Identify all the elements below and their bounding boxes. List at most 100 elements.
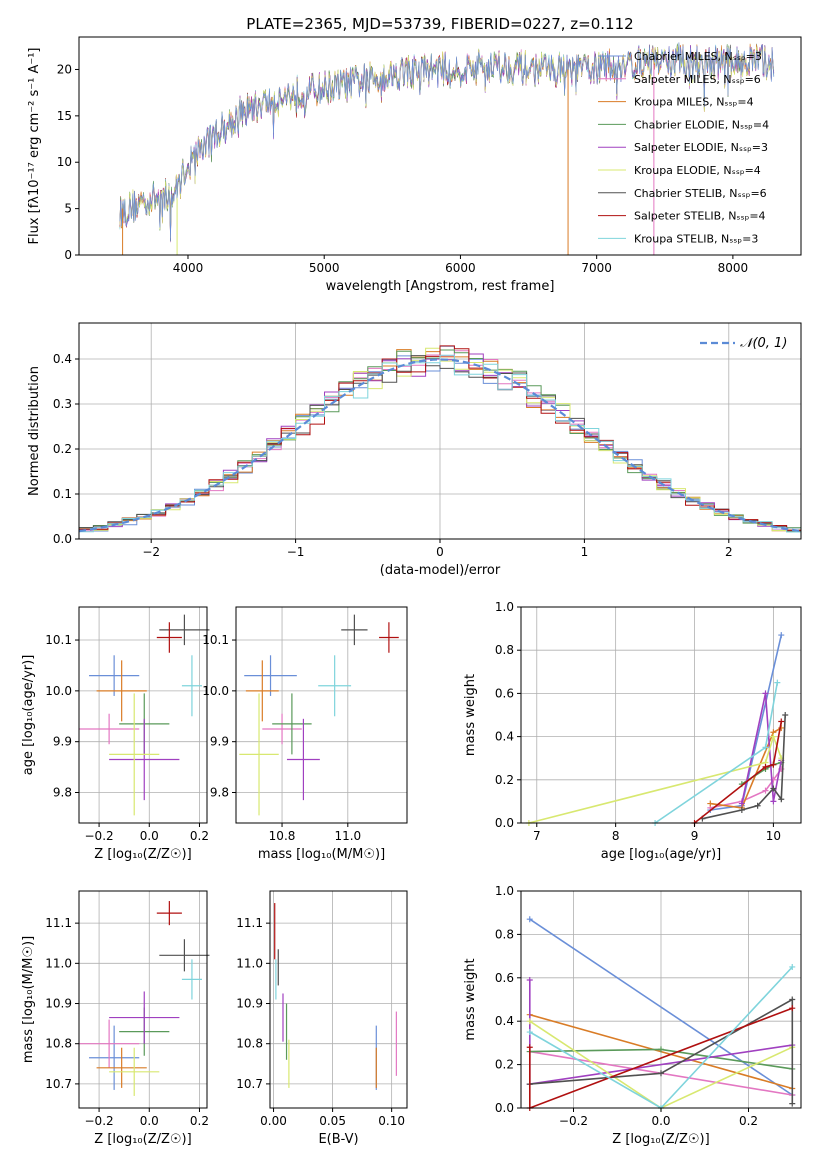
weight-marker-salpeter_stelib [778, 718, 785, 725]
errorbar-point-kroupa_stelib [318, 655, 352, 717]
y-tick-label: 9.9 [53, 735, 72, 749]
weight-marker-chabrier_miles [778, 632, 785, 639]
errorbar-point-salpeter_stelib [156, 622, 182, 653]
weight-marker-chabrier_stelib [754, 802, 761, 809]
gaussian-curve [78, 358, 802, 533]
weight-marker-chabrier_stelib [789, 996, 796, 1003]
axes-frame-age_vs_Z [78, 606, 208, 824]
x-axis-label: E(B-V) [318, 1132, 358, 1147]
legend-label-salpeter_elodie: Salpeter ELODIE, Nₛₛₚ=3 [634, 141, 768, 154]
y-tick-label: 10 [57, 155, 72, 169]
weight-marker-chabrier_stelib [789, 1100, 796, 1107]
errorbar-point-kroupa_miles [245, 660, 279, 722]
weight-marker-chabrier_stelib [778, 796, 785, 803]
y-axis-label: age [log₁₀(age/yr)] [21, 655, 36, 776]
x-tick-label: 9 [691, 829, 699, 843]
y-tick-label: 0.0 [495, 1101, 514, 1115]
legend-label-chabrier_stelib: Chabrier STELIB, Nₛₛₚ=6 [634, 187, 767, 200]
y-tick-label: 15 [57, 109, 72, 123]
errorbar-point-chabrier_elodie [272, 693, 312, 755]
weight-marker-chabrier_stelib [770, 785, 777, 792]
weight-marker-chabrier_elodie [658, 1046, 664, 1053]
weight-line-salpeter_stelib [694, 721, 783, 824]
weight-marker-salpeter_elodie [526, 976, 533, 983]
y-tick-label: 0.0 [495, 816, 514, 830]
errorbar-point-chabrier_miles [89, 655, 140, 696]
x-axis-label: age [log₁₀(age/yr)] [601, 847, 722, 862]
legend-label-salpeter_miles: Salpeter MILES, Nₛₛₚ=6 [634, 73, 761, 86]
weight-marker-kroupa_stelib [526, 1029, 533, 1036]
y-tick-label: 0 [64, 248, 72, 262]
y-tick-label: 0.3 [53, 397, 72, 411]
y-tick-label: 0.2 [495, 773, 514, 787]
axes-frame-weight_vs_age [520, 606, 802, 824]
x-tick-label: −0.2 [559, 1114, 588, 1128]
x-tick-label: −0.2 [85, 1114, 114, 1128]
panel-mass_vs_Z: −0.2 0.0 0.2 10.7 10.8 10.9 11.0 11.1 Z [log₁₀(Z… [21, 890, 210, 1147]
x-tick-label: 1 [581, 545, 589, 559]
y-tick-label: 10.0 [202, 684, 229, 698]
plot-area-weight_vs_age [525, 632, 789, 826]
y-tick-label: 0.1 [53, 487, 72, 501]
x-axis-label: (data-model)/error [380, 563, 501, 578]
x-tick-label: 0.0 [651, 1114, 670, 1128]
y-tick-label: 20 [57, 62, 72, 76]
panel-residuals: −2 −1 0 1 2 0.0 0.1 0.2 0.3 0.4 (data-model)/error… [27, 322, 802, 578]
plot-area-mass_vs_ebv [274, 903, 397, 1090]
y-tick-label: 10.8 [45, 1037, 72, 1051]
weight-line-salpeter_elodie [741, 693, 783, 804]
y-tick-label: 10.8 [236, 1037, 263, 1051]
legend-label-salpeter_stelib: Salpeter STELIB, Nₛₛₚ=4 [634, 210, 766, 223]
panel-spectrum: 4000 5000 6000 7000 8000 0 5 10 15 20 wavelength [… [27, 36, 802, 294]
y-tick-label: 0.6 [495, 971, 514, 985]
errorbar-point-kroupa_elodie [109, 693, 160, 816]
errorbar-point-salpeter_miles [79, 1019, 140, 1068]
panel-age_vs_Z: −0.2 0.0 0.2 9.8 9.9 10.0 10.1 Z [log₁₀(Z/Z☉)] a… [21, 606, 210, 862]
weight-marker-salpeter_stelib [770, 761, 777, 768]
errorbar-point-kroupa_elodie [109, 1047, 160, 1096]
y-axis-label: mass [log₁₀(M/M☉)] [21, 936, 36, 1063]
y-tick-label: 10.0 [45, 684, 72, 698]
y-tick-label: 10.7 [45, 1077, 72, 1091]
y-tick-label: 0.8 [495, 927, 514, 941]
y-tick-label: 10.1 [202, 633, 229, 647]
errorbar-point-kroupa_elodie [239, 693, 279, 816]
y-tick-label: 11.1 [236, 916, 263, 930]
x-tick-label: 10 [766, 829, 781, 843]
plot-area-spectrum [119, 42, 775, 255]
y-tick-label: 10.9 [45, 997, 72, 1011]
x-tick-label: 0.05 [319, 1114, 346, 1128]
weight-line-kroupa_miles [710, 727, 782, 809]
weight-marker-chabrier_stelib [738, 807, 745, 814]
y-tick-label: 1.0 [495, 884, 514, 898]
x-axis-label: Z [log₁₀(Z/Z☉)] [94, 847, 191, 862]
y-axis-label: mass weight [463, 674, 478, 756]
errorbar-point-kroupa_miles [96, 1047, 147, 1088]
weight-marker-kroupa_miles [707, 800, 714, 807]
x-tick-label: 0.2 [190, 829, 209, 843]
legend-label-chabrier_elodie: Chabrier ELODIE, Nₛₛₚ=4 [634, 118, 769, 131]
weight-marker-salpeter_elodie [770, 798, 777, 805]
x-tick-label: 5000 [309, 261, 340, 275]
weight-marker-salpeter_stelib [789, 1005, 796, 1012]
errorbar-point-salpeter_elodie [109, 718, 180, 801]
panel-weight_vs_age: 7 8 9 10 0.0 0.2 0.4 0.6 0.8 1.0 age [log₁₀(age/yr… [463, 600, 802, 862]
weight-marker-kroupa_stelib [774, 679, 781, 686]
errorbar-point-chabrier_miles [244, 655, 297, 696]
y-axis-label: mass weight [463, 958, 478, 1040]
plot-area-age_vs_Z [79, 614, 210, 816]
errorbar-point-kroupa_miles [96, 660, 147, 722]
weight-marker-chabrier_stelib [658, 1070, 664, 1077]
x-axis-label: Z [log₁₀(Z/Z☉)] [94, 1132, 191, 1147]
panel-weight_vs_Z: −0.2 0.0 0.2 0.0 0.2 0.4 0.6 0.8 1.0 Z [log₁₀(Z/Z… [463, 884, 802, 1147]
y-axis-label: Flux [fλ10⁻¹⁷ erg cm⁻² s⁻¹ A⁻¹] [27, 48, 42, 245]
y-tick-label: 9.8 [53, 786, 72, 800]
errorbar-point-salpeter_stelib [156, 901, 182, 926]
axes-frame-spectrum [78, 36, 802, 256]
y-tick-label: 0.2 [495, 1058, 514, 1072]
legend-label-chabrier_miles: Chabrier MILES, Nₛₛₚ=3 [634, 50, 762, 63]
y-tick-label: 10.9 [236, 997, 263, 1011]
weight-line-chabrier_miles [529, 918, 793, 1096]
weight-marker-salpeter_elodie [738, 800, 745, 807]
y-tick-label: 10.1 [45, 633, 72, 647]
